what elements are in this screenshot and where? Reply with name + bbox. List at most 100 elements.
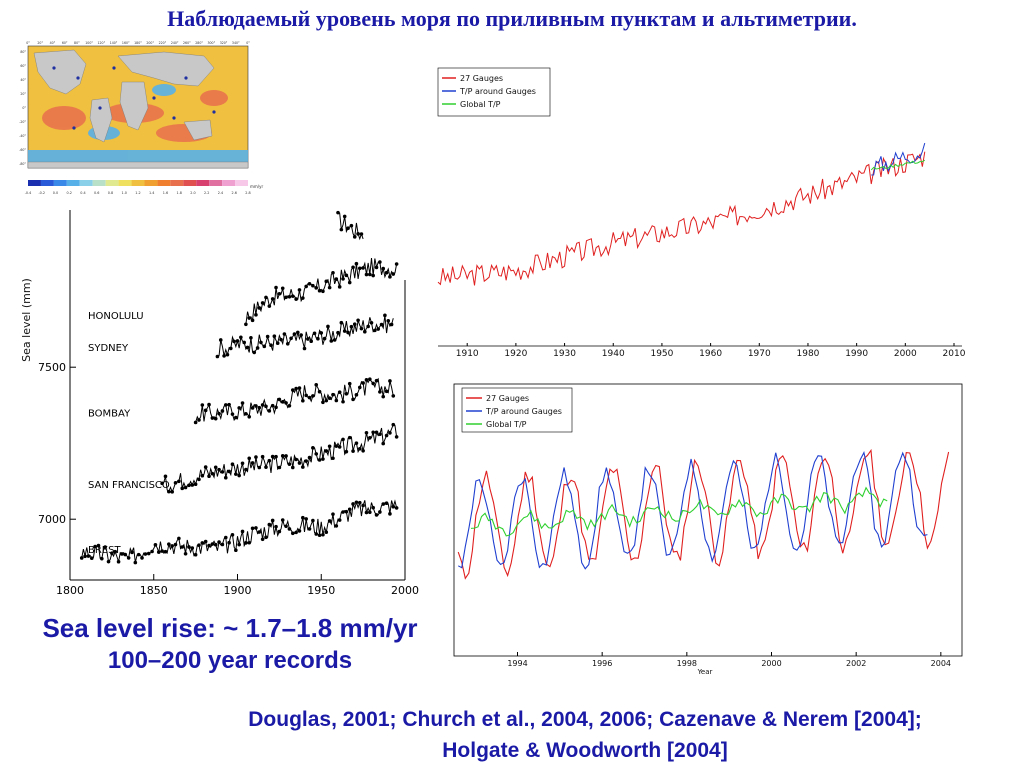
tide-data-point (331, 392, 335, 397)
tide-data-point (384, 433, 389, 438)
tide-data-point (327, 444, 332, 449)
tide-data-point (167, 489, 171, 494)
tide-data-point (327, 396, 332, 400)
tide-data-point (361, 266, 365, 270)
tide-data-point (177, 479, 181, 484)
map-lat-tick: -20° (19, 120, 26, 124)
tide-data-point (280, 286, 285, 291)
tide-data-point (364, 272, 369, 277)
tide-data-point (389, 322, 394, 327)
tide-data-point (215, 354, 220, 359)
bottom-axes: 1994 1996 1998 2000 2002 2004 (453, 383, 963, 668)
references-text: Douglas, 2001; Church et al., 2004, 2006… (248, 708, 922, 762)
station-label: BREST (88, 545, 121, 556)
tide-data-point (160, 481, 164, 486)
tide-data-point (270, 454, 275, 459)
colorbar-tick: 0.6 (94, 191, 99, 195)
tide-data-point (341, 277, 345, 281)
map-lat-tick: -80° (19, 162, 26, 166)
tide-data-point (359, 232, 364, 236)
tide-data-point (371, 273, 375, 278)
colorbar-swatch (235, 180, 248, 186)
tide-data-point (351, 449, 355, 453)
tide-data-point (342, 214, 347, 219)
tide-data-point (270, 518, 275, 523)
tide-data-point (384, 270, 389, 275)
colorbar-swatch (157, 180, 171, 186)
tide-data-point (346, 330, 350, 335)
tide-data-point (304, 393, 308, 398)
tide-data-point (163, 549, 168, 554)
tide-data-point (223, 535, 228, 540)
tide-series-line (245, 257, 398, 325)
tide-data-point (364, 430, 369, 435)
tide-data-point (374, 430, 379, 435)
tide-data-point (235, 339, 240, 343)
tide-data-point (386, 318, 391, 323)
tide-y-axis-label: Sea level (mm) (20, 278, 33, 362)
tide-data-point (301, 398, 305, 403)
tide-data-point (280, 518, 285, 522)
tide-data-point (374, 513, 379, 517)
tide-data-point (237, 542, 241, 547)
station-label: BOMBAY (88, 408, 131, 419)
map-lon-tick: 20° (37, 41, 43, 45)
tide-data-point (311, 283, 315, 288)
tide-data-point (347, 435, 352, 440)
tide-data-point (296, 330, 300, 335)
tide-data-point (349, 223, 354, 228)
bottom-legend: 27 Gauges T/P around Gauges Global T/P (461, 387, 573, 433)
colorbar-swatch (170, 180, 184, 186)
bottom-x-tick-label: 2002 (846, 659, 866, 668)
tide-data-point (299, 333, 303, 337)
tide-data-point (267, 409, 272, 413)
tide-data-point (337, 390, 342, 394)
tide-data-point (240, 529, 245, 534)
tide-data-point (96, 543, 101, 548)
tide-data-point (324, 449, 329, 453)
tide-data-point (227, 469, 231, 474)
tide-data-point (391, 422, 396, 427)
tide-data-point (93, 544, 97, 549)
tide-data-point (257, 530, 262, 534)
tide-data-point (247, 316, 252, 320)
tide-data-point (297, 288, 302, 292)
tide-data-point (284, 295, 288, 300)
tide-data-point (136, 552, 141, 557)
top-x-tick-label: 1950 (650, 349, 673, 359)
tide-data-point (334, 524, 339, 528)
tide-data-point (317, 458, 322, 462)
tide-data-point (265, 334, 270, 339)
map-lon-tick: 240° (171, 41, 179, 45)
tide-data-point (223, 475, 228, 480)
bottom-series-line (457, 448, 950, 580)
tide-data-point (321, 400, 325, 405)
tide-data-point (304, 517, 308, 521)
tide-data-point (173, 542, 178, 547)
tide-data-point (368, 435, 372, 440)
tide-data-point (272, 334, 277, 339)
tide-data-point (339, 227, 344, 232)
altimetry-era-chart: 1994 1996 1998 2000 2002 2004 27 Gauges T/P ar… (453, 383, 963, 676)
tide-data-point (331, 456, 335, 461)
map-lon-tick: 160° (122, 41, 130, 45)
tide-data-point (210, 542, 215, 546)
tide-series-line (195, 377, 394, 423)
tide-data-point (334, 444, 339, 448)
tide-data-point (218, 338, 223, 342)
colorbar-tick: 0.8 (108, 191, 113, 195)
station-label: HONOLULU (88, 311, 144, 322)
tide-data-point (337, 285, 342, 289)
tide-data-point (123, 552, 128, 557)
tide-data-point (321, 289, 325, 294)
tide-data-point (378, 510, 382, 514)
map-lat-tick: 20° (20, 92, 26, 96)
tide-data-point (264, 295, 268, 300)
tide-data-point (197, 543, 201, 547)
tide-data-point (356, 318, 360, 323)
tide-x-tick-label: 1850 (140, 584, 168, 597)
tide-data-point (170, 490, 174, 494)
tide-data-point (379, 322, 384, 327)
tide-data-point (314, 382, 319, 387)
tide-data-point (260, 537, 265, 542)
